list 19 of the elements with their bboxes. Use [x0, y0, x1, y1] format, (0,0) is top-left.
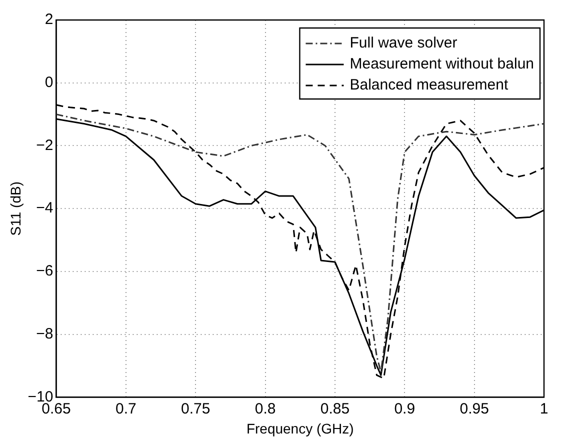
y-tick-label: −6 [36, 262, 54, 280]
legend-label: Balanced measurement [350, 76, 509, 94]
legend-label: Full wave solver [350, 34, 458, 52]
y-tick-label: 0 [44, 74, 54, 92]
x-tick-label: 0.75 [181, 400, 210, 418]
y-tick-label: −4 [36, 200, 54, 217]
x-tick-label: 0.85 [320, 400, 350, 418]
y-tick-label: 2 [44, 11, 54, 28]
y-tick-label: −2 [36, 136, 54, 154]
y-axis-title: S11 (dB) [7, 181, 24, 236]
x-tick-label: 0.9 [394, 400, 416, 418]
y-tick-label: −8 [36, 325, 54, 342]
legend-label: Measurement without balun [350, 56, 534, 73]
x-tick-label: 0.95 [460, 400, 489, 418]
x-tick-label: 0.7 [115, 400, 136, 418]
x-tick-label: 0.8 [254, 400, 276, 418]
x-tick-label: 0.65 [42, 400, 71, 418]
x-tick-label: 1 [540, 400, 548, 418]
x-axis-title: Frequency (GHz) [246, 420, 354, 436]
